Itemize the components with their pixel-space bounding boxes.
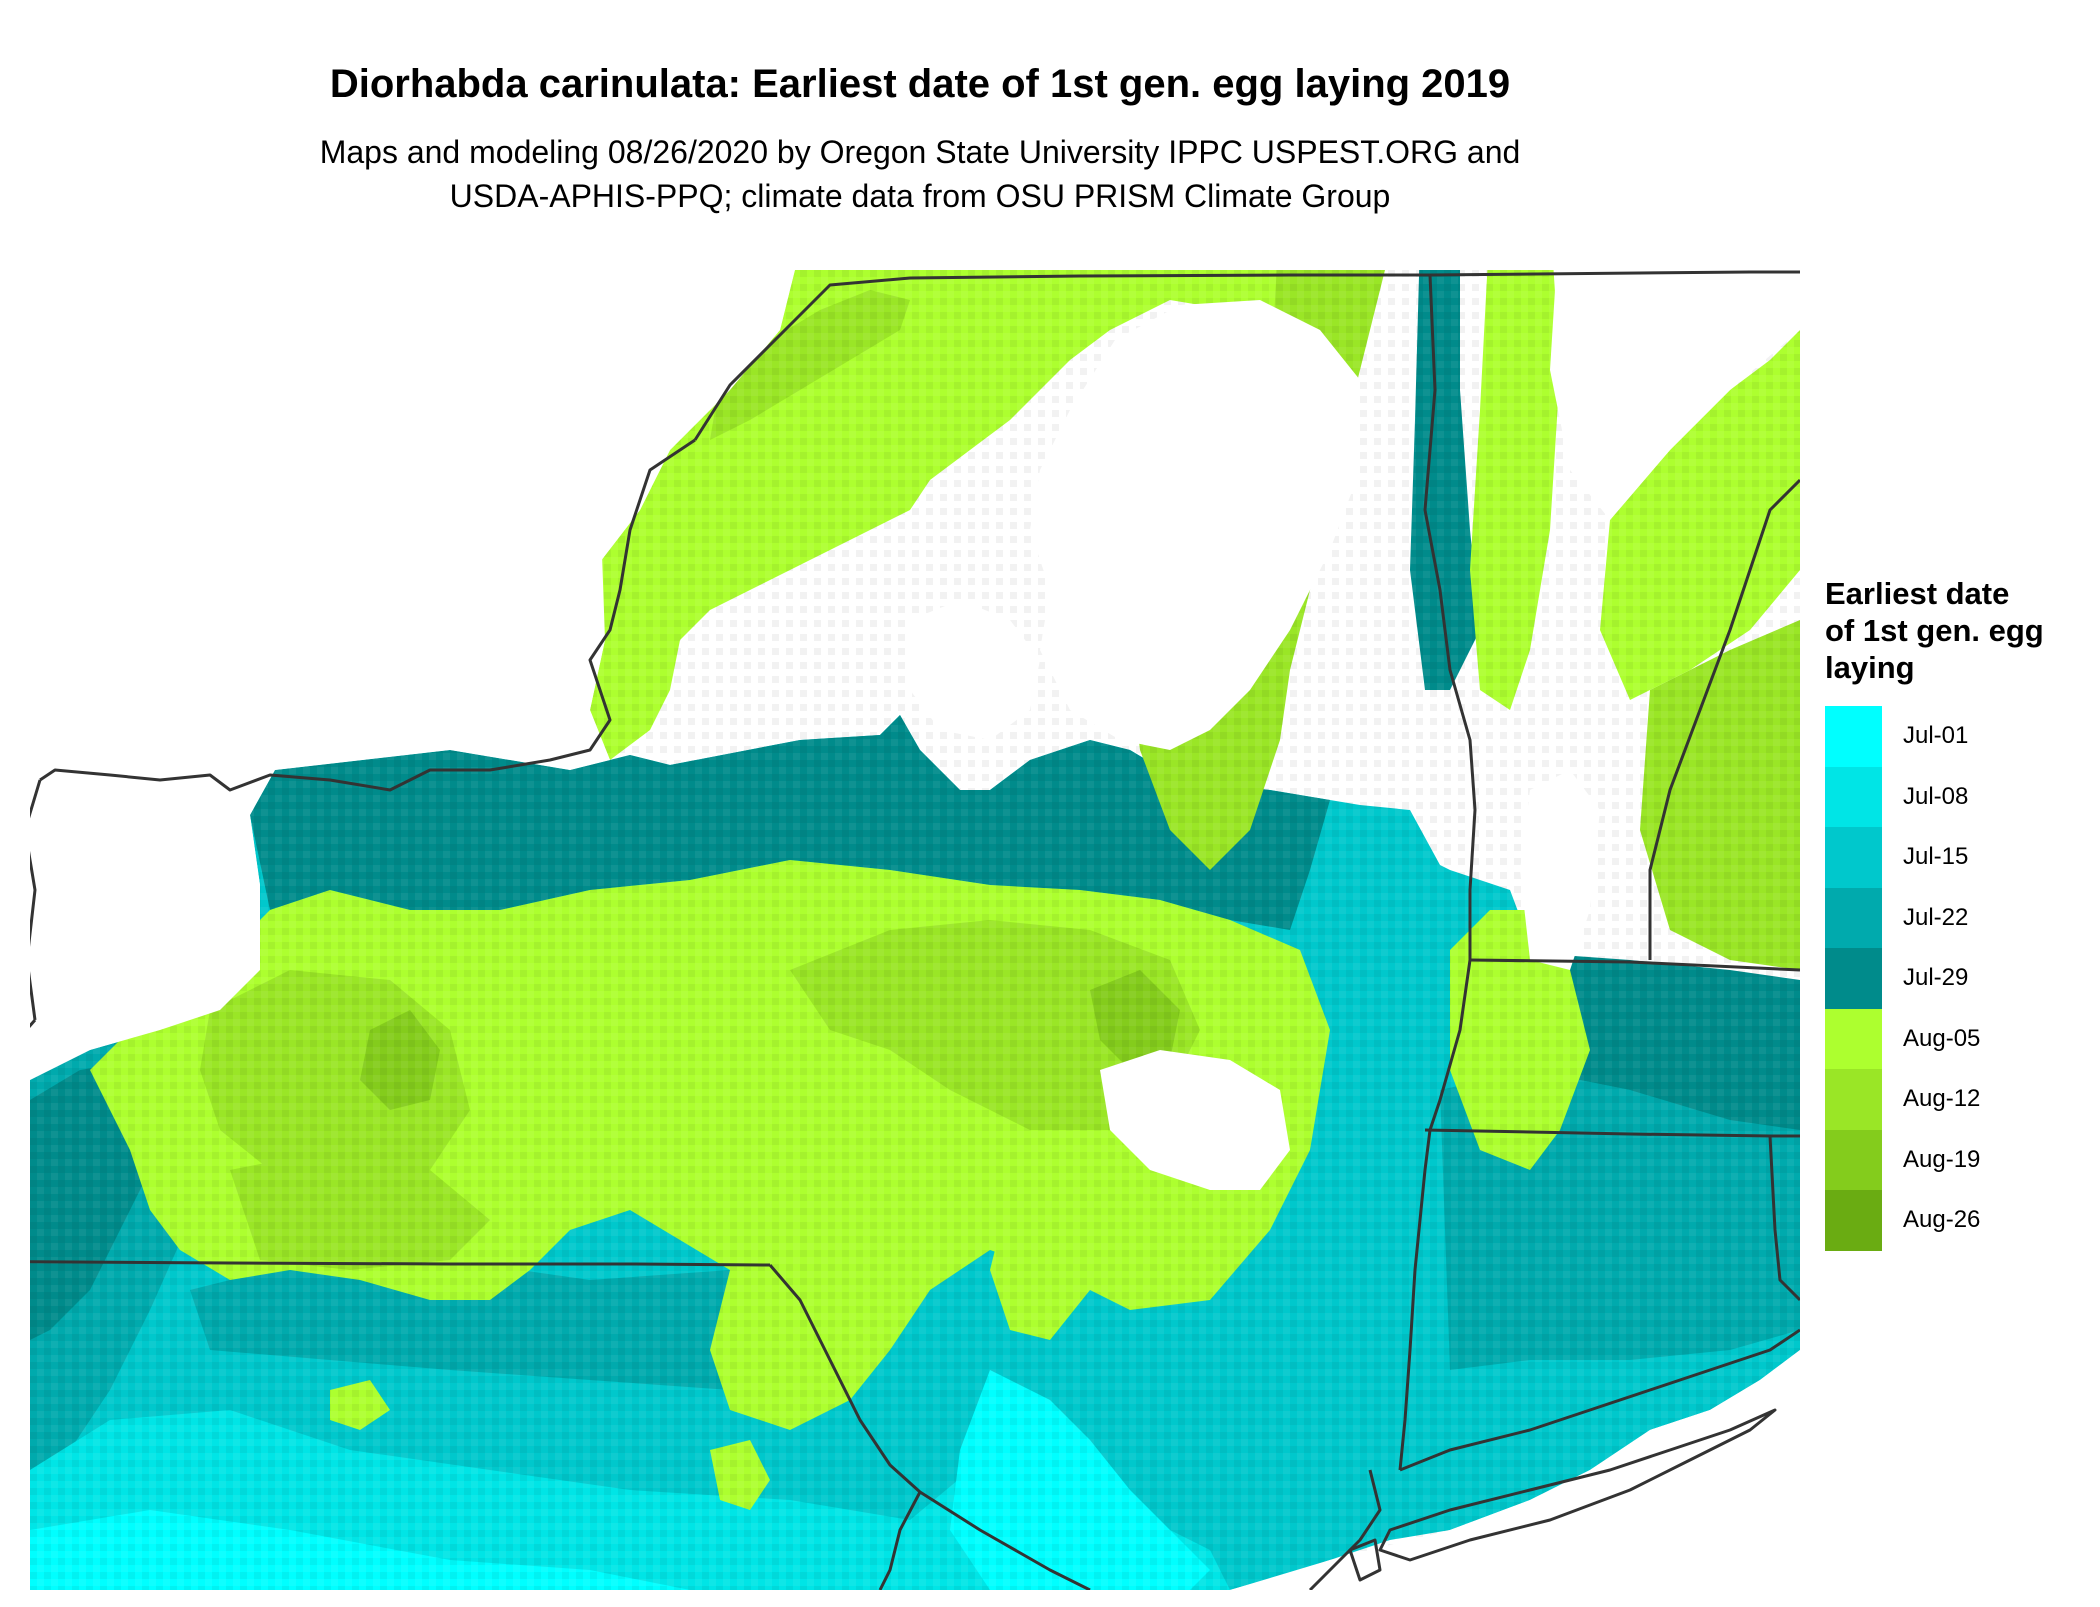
legend-swatch <box>1825 887 1882 949</box>
staten-island <box>1348 1538 1382 1582</box>
legend-title: Earliest date of 1st gen. egg laying <box>1825 575 2095 686</box>
delaware-border <box>768 1264 1091 1590</box>
nj-border <box>878 1491 922 1590</box>
legend-label: Aug-26 <box>1903 1206 1981 1233</box>
legend-swatch <box>1825 1129 1882 1191</box>
legend-swatch <box>1825 948 1882 1009</box>
ct-ri-border <box>1768 1135 1800 1302</box>
legend-item: Jul-29 <box>1825 948 2095 1009</box>
legend-swatch <box>1825 1008 1882 1070</box>
ny-ma-ct-border <box>1398 959 1472 1471</box>
legend-item: Aug-05 <box>1825 1008 2095 1070</box>
vt-ma-border <box>1469 958 1800 972</box>
legend-item: Aug-19 <box>1825 1129 2095 1191</box>
tug-hill-no-data <box>910 600 1040 740</box>
subtitle-line-2: USDA-APHIS-PPQ; climate data from OSU PR… <box>449 178 1391 214</box>
catskills-no-data <box>1100 1050 1290 1190</box>
legend-item: Jul-22 <box>1825 887 2095 949</box>
legend-title-line-3: laying <box>1825 650 1915 685</box>
subtitle-line-1: Maps and modeling 08/26/2020 by Oregon S… <box>319 134 1521 170</box>
legend-label: Aug-05 <box>1903 1024 1981 1052</box>
legend: Earliest date of 1st gen. egg laying Jul… <box>1825 575 2095 1251</box>
legend-swatch <box>1825 1190 1882 1251</box>
legend-items: Jul-01 Jul-08 Jul-15 Jul-22 Jul-29 Aug-05 Aug-… <box>1825 706 2095 1251</box>
state-borders <box>30 270 1800 1590</box>
lake-ontario-shore <box>39 438 696 792</box>
legend-label: Jul-15 <box>1903 843 1969 870</box>
ny-pa-border <box>30 1260 771 1267</box>
legend-label: Jul-22 <box>1903 903 1969 931</box>
niagara-border <box>30 779 42 1021</box>
legend-item: Jul-01 <box>1825 706 2095 767</box>
legend-item: Jul-15 <box>1825 827 2095 888</box>
ne-no-data <box>1550 270 1800 520</box>
legend-swatch <box>1825 827 1882 888</box>
legend-item: Jul-08 <box>1825 766 2095 828</box>
ocean-no-data <box>1230 1350 1800 1590</box>
adirondack-no-data <box>1030 300 1360 750</box>
vt-nh-border <box>1648 478 1800 960</box>
no-data-regions <box>30 270 1800 1590</box>
ma-ct-border <box>1424 1128 1800 1138</box>
legend-label: Jul-08 <box>1903 782 1969 810</box>
raster-map <box>30 270 1800 1590</box>
legend-title-line-1: Earliest date <box>1825 576 2010 611</box>
ny-vt-border <box>1423 274 1477 960</box>
ct-coast <box>1399 1328 1800 1472</box>
nw-no-data <box>30 270 610 1080</box>
long-island <box>1378 1408 1777 1562</box>
map-title: Diorhabda carinulata: Earliest date of 1… <box>329 62 1511 106</box>
legend-item: Aug-12 <box>1825 1069 2095 1130</box>
legend-title-line-2: of 1st gen. egg <box>1825 613 2044 648</box>
nyc-harbor <box>1308 1469 1382 1590</box>
legend-swatch <box>1825 766 1882 828</box>
green-mountains-no-data <box>1520 770 1600 970</box>
legend-label: Aug-12 <box>1903 1085 1981 1112</box>
legend-label: Aug-19 <box>1903 1145 1981 1173</box>
ny-north-border <box>693 270 1800 441</box>
legend-swatch <box>1825 706 1882 767</box>
legend-label: Jul-01 <box>1903 722 1969 749</box>
legend-label: Jul-29 <box>1903 964 1969 991</box>
legend-item: Aug-26 <box>1825 1190 2095 1251</box>
legend-swatch <box>1825 1069 1882 1130</box>
map-subtitle: Maps and modeling 08/26/2020 by Oregon S… <box>0 130 1840 218</box>
